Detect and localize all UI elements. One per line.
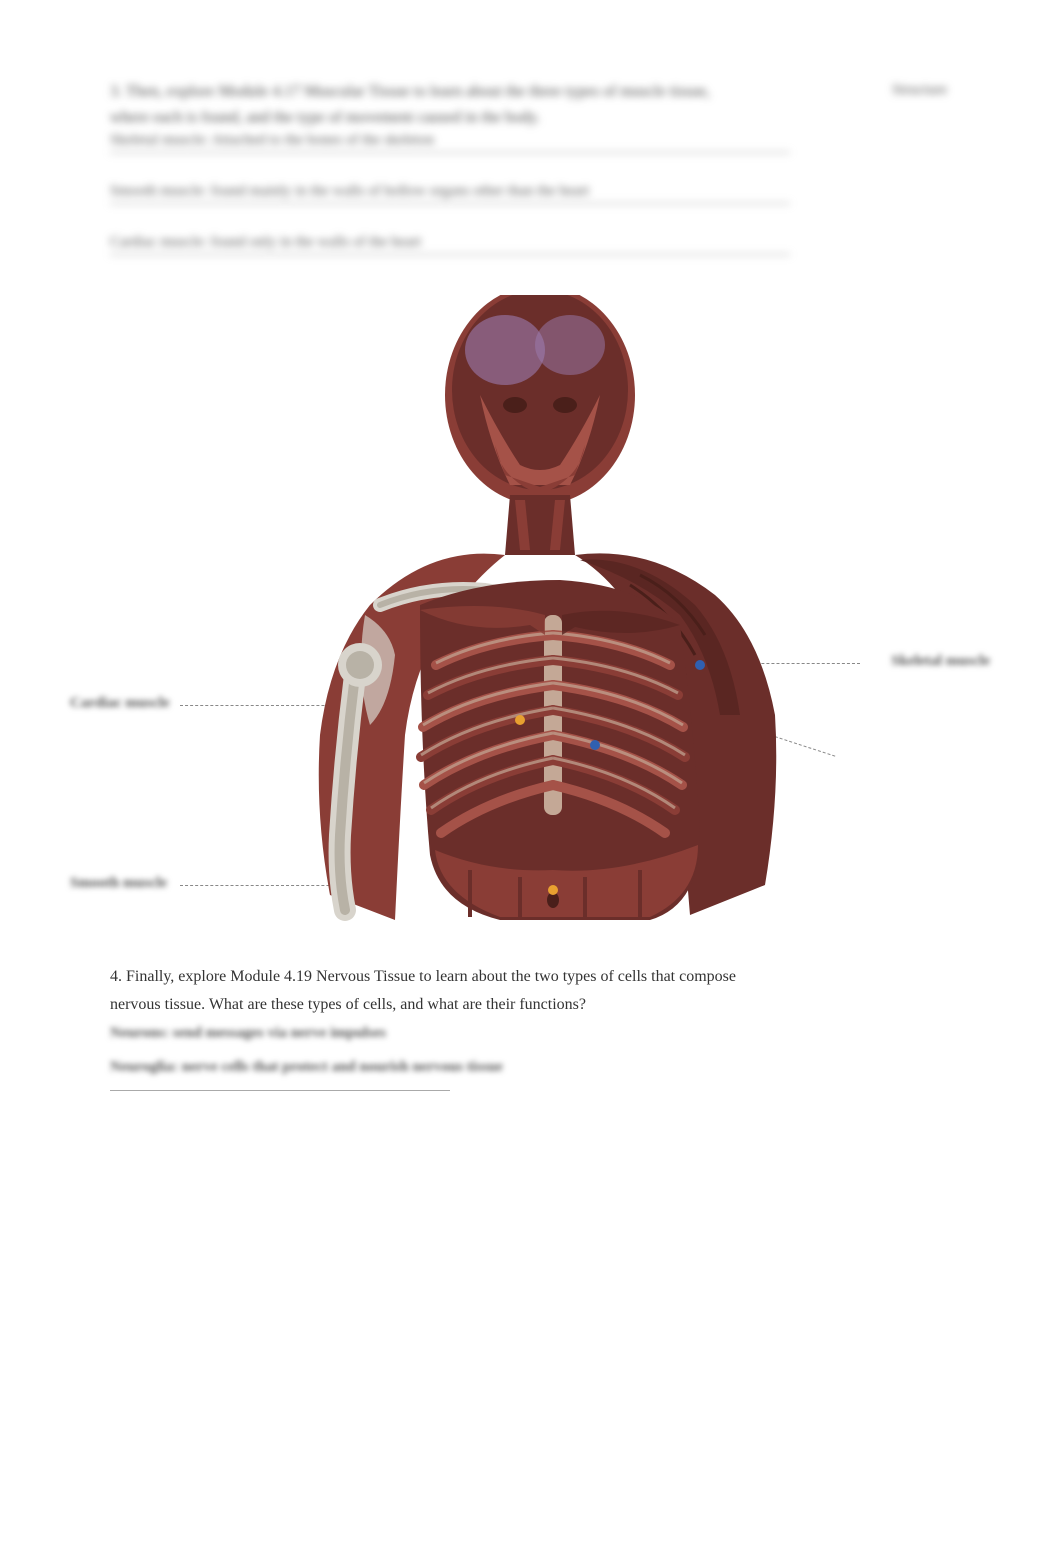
question-3-block: 3. Then, explore Module 4.17 Muscular Ti… <box>110 80 790 255</box>
q3-prompt-line2: where each is found, and the type of mov… <box>110 106 790 130</box>
q3-prompt-line1: 3. Then, explore Module 4.17 Muscular Ti… <box>110 80 790 104</box>
answer-underline <box>110 1083 450 1091</box>
q4-answer-2: Neuroglia: nerve cells that protect and … <box>110 1059 810 1079</box>
label-skeletal-muscle: Skeletal muscle <box>891 653 990 670</box>
q3-answer-2: Smooth muscle: found mainly in the walls… <box>110 183 790 204</box>
side-note: Structure <box>892 82 947 99</box>
anatomy-diagram: Skeletal muscle Cardiac muscle Smooth mu… <box>70 295 990 935</box>
q4-prompt-line1: 4. Finally, explore Module 4.19 Nervous … <box>110 965 810 989</box>
question-4-block: 4. Finally, explore Module 4.19 Nervous … <box>110 965 810 1091</box>
anatomy-figure <box>220 295 780 925</box>
q3-answer-1: Skeletal muscle: Attached to the bones o… <box>110 132 790 153</box>
q4-answer-1: Neurons: send messages via nerve impulse… <box>110 1025 810 1045</box>
q4-prompt-line2: nervous tissue. What are these types of … <box>110 993 810 1017</box>
q3-answer-3: Cardiac muscle: found only in the walls … <box>110 234 790 255</box>
label-cardiac-muscle: Cardiac muscle <box>70 695 170 712</box>
label-smooth-muscle: Smooth muscle <box>70 875 167 892</box>
